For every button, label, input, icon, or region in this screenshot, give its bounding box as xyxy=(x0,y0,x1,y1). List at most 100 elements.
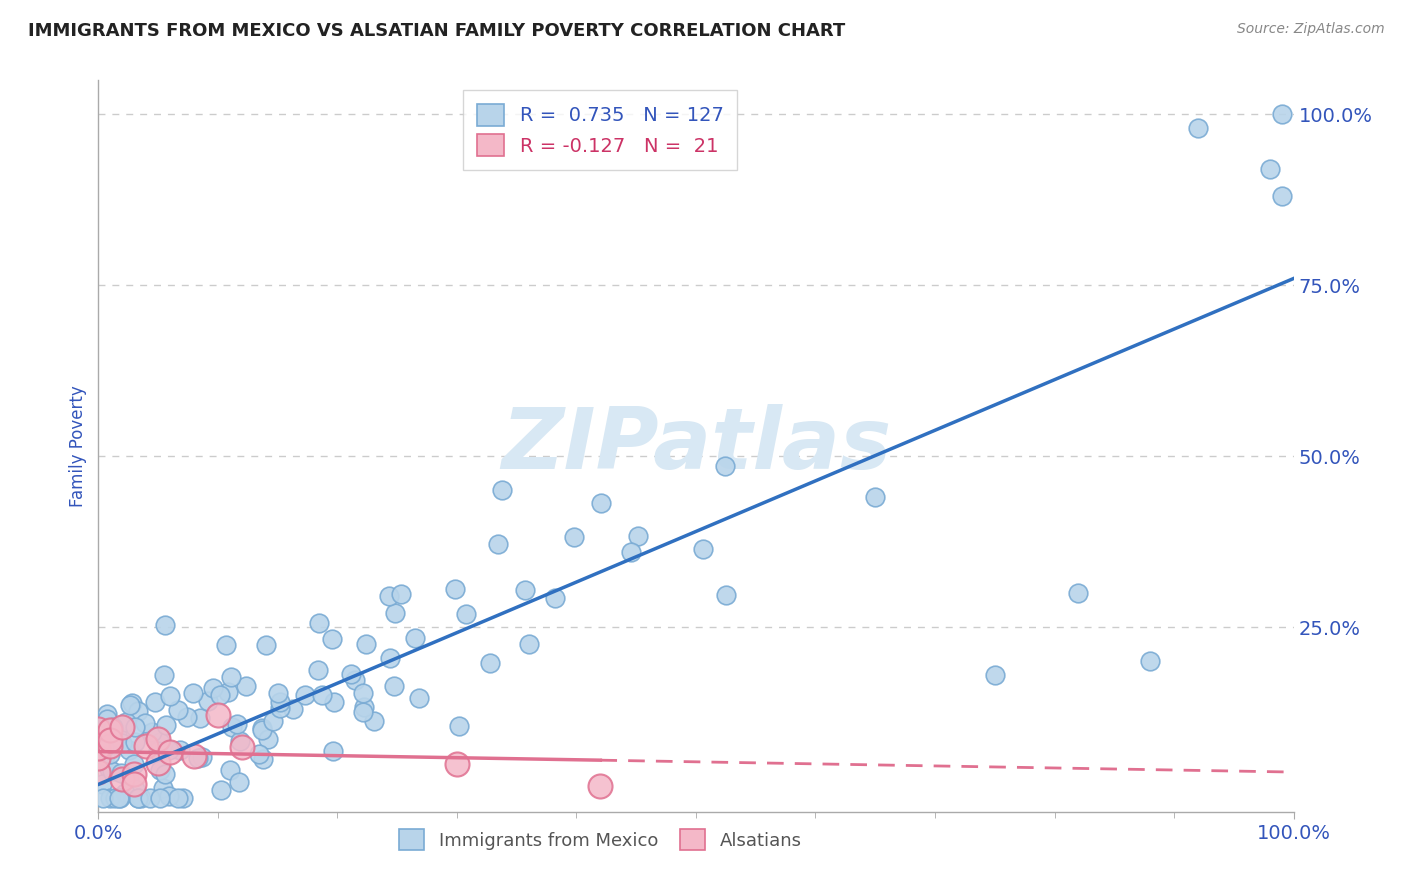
Point xyxy=(146,744,169,758)
Point xyxy=(191,750,214,764)
Point xyxy=(87,723,110,737)
Point xyxy=(311,688,333,702)
Point xyxy=(389,587,412,601)
Point xyxy=(153,618,176,632)
Point xyxy=(183,749,205,764)
Point xyxy=(591,496,613,510)
Point xyxy=(716,588,738,602)
Point xyxy=(1271,107,1294,121)
Point xyxy=(157,789,180,803)
Point xyxy=(111,772,134,786)
Point xyxy=(114,786,136,800)
Point xyxy=(1187,121,1209,136)
Point xyxy=(155,718,177,732)
Point xyxy=(111,736,134,750)
Point xyxy=(486,537,509,551)
Point xyxy=(152,667,174,681)
Point xyxy=(215,639,238,653)
Point xyxy=(231,740,253,755)
Point xyxy=(444,582,467,597)
Point xyxy=(254,638,277,652)
Point xyxy=(515,583,537,598)
Point xyxy=(257,732,280,747)
Point xyxy=(169,742,191,756)
Point xyxy=(250,721,273,735)
Point xyxy=(96,707,118,722)
Point xyxy=(91,791,114,805)
Point xyxy=(323,695,346,709)
Point xyxy=(89,740,111,755)
Point xyxy=(166,703,188,717)
Point xyxy=(228,775,250,789)
Point xyxy=(96,712,118,726)
Point xyxy=(1139,654,1161,668)
Point xyxy=(247,747,270,761)
Point xyxy=(378,590,401,604)
Point xyxy=(589,779,612,793)
Point xyxy=(252,752,274,766)
Point xyxy=(127,791,149,805)
Point xyxy=(294,688,316,702)
Text: IMMIGRANTS FROM MEXICO VS ALSATIAN FAMILY POVERTY CORRELATION CHART: IMMIGRANTS FROM MEXICO VS ALSATIAN FAMIL… xyxy=(28,22,845,40)
Text: ZIPatlas: ZIPatlas xyxy=(501,404,891,488)
Point xyxy=(491,483,513,497)
Point xyxy=(114,715,136,730)
Text: Source: ZipAtlas.com: Source: ZipAtlas.com xyxy=(1237,22,1385,37)
Point xyxy=(1067,586,1090,600)
Point xyxy=(110,765,132,780)
Point xyxy=(408,691,430,706)
Point xyxy=(321,632,343,646)
Point xyxy=(149,734,172,748)
Point xyxy=(269,701,291,715)
Point xyxy=(262,714,284,728)
Point xyxy=(172,791,194,805)
Point xyxy=(159,689,181,703)
Point xyxy=(98,732,122,747)
Point xyxy=(135,739,157,754)
Point xyxy=(209,783,232,797)
Point xyxy=(478,656,501,670)
Point xyxy=(446,756,468,771)
Point xyxy=(209,688,232,702)
Point xyxy=(281,701,304,715)
Point xyxy=(111,720,134,734)
Point xyxy=(148,732,170,747)
Point xyxy=(87,734,110,748)
Point xyxy=(382,679,405,693)
Point xyxy=(149,764,172,778)
Point xyxy=(141,724,163,739)
Point xyxy=(865,490,887,504)
Point xyxy=(129,791,152,805)
Point xyxy=(226,717,249,731)
Point xyxy=(354,637,377,651)
Point xyxy=(121,697,143,711)
Point xyxy=(127,791,149,805)
Point xyxy=(343,673,366,688)
Point xyxy=(692,541,714,556)
Point xyxy=(134,715,156,730)
Point xyxy=(197,694,219,708)
Point xyxy=(157,742,180,756)
Point xyxy=(187,751,209,765)
Point xyxy=(307,663,329,677)
Point xyxy=(98,723,122,737)
Point xyxy=(104,791,127,805)
Point xyxy=(87,740,110,755)
Point xyxy=(108,791,131,805)
Point xyxy=(143,695,166,709)
Point xyxy=(713,458,735,473)
Point xyxy=(352,706,374,720)
Point xyxy=(127,704,149,718)
Point xyxy=(219,670,242,684)
Point xyxy=(188,711,211,725)
Point xyxy=(100,791,122,805)
Point xyxy=(155,767,177,781)
Point xyxy=(384,606,406,620)
Point xyxy=(363,714,385,728)
Point xyxy=(118,698,141,712)
Point xyxy=(159,745,181,759)
Point xyxy=(105,728,128,742)
Point xyxy=(101,720,124,734)
Point xyxy=(340,666,363,681)
Point xyxy=(207,708,229,723)
